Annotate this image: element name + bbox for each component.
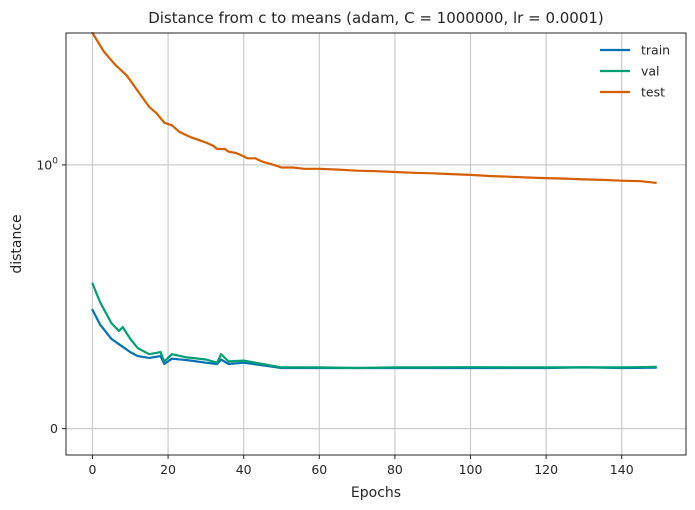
series-line-val bbox=[91, 282, 657, 370]
y-tick-label-base: 10 bbox=[36, 157, 52, 172]
x-tick-label: 140 bbox=[610, 462, 634, 477]
plot-frame bbox=[65, 32, 687, 456]
y-tick-label-exponent: 0 bbox=[52, 156, 58, 166]
series-layer bbox=[91, 31, 657, 370]
grid bbox=[66, 33, 686, 455]
y-axis-label: distance bbox=[9, 214, 25, 273]
x-tick-label: 80 bbox=[387, 462, 403, 477]
legend-label-val: val bbox=[641, 64, 660, 79]
y-tick-label: 100 bbox=[36, 156, 58, 172]
x-tick-label: 100 bbox=[459, 462, 483, 477]
y-tick-label-base: 0 bbox=[50, 421, 58, 436]
series-line-train bbox=[91, 308, 657, 370]
x-tick-label: 20 bbox=[160, 462, 176, 477]
x-tick-label: 40 bbox=[236, 462, 252, 477]
y-tick-label: 0 bbox=[50, 421, 58, 436]
x-tick-label: 60 bbox=[311, 462, 327, 477]
legend-label-train: train bbox=[641, 43, 670, 58]
x-ticks: 0 20 40 60 80 100 120 140 bbox=[88, 455, 634, 477]
x-tick-label: 120 bbox=[534, 462, 558, 477]
x-tick-label: 0 bbox=[88, 462, 96, 477]
x-axis-label: Epochs bbox=[351, 485, 401, 501]
chart-title: Distance from c to means (adam, C = 1000… bbox=[148, 9, 604, 27]
series-line-test bbox=[91, 31, 657, 184]
legend: train val test bbox=[600, 43, 670, 100]
legend-label-test: test bbox=[641, 85, 665, 100]
